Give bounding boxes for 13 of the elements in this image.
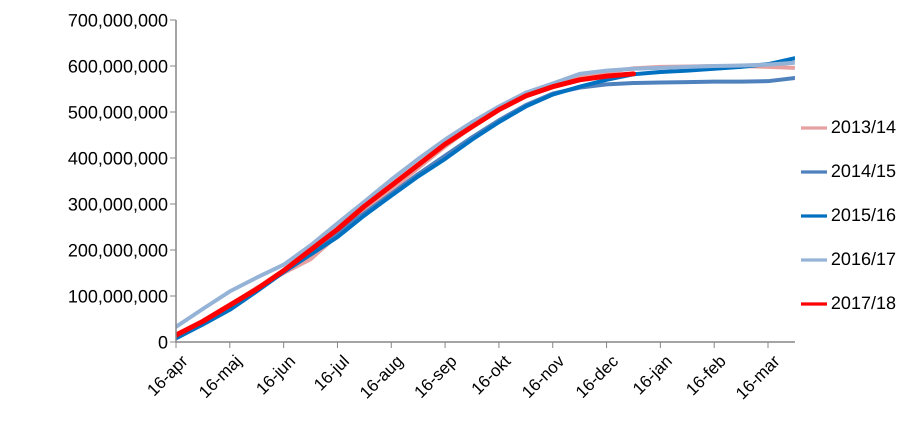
legend-label: 2017/18 [830,293,896,313]
y-tick-label: 400,000,000 [68,148,168,168]
y-tick-label: 500,000,000 [68,102,168,122]
y-tick-label: 200,000,000 [68,240,168,260]
legend-label: 2014/15 [830,161,896,181]
legend-label: 2015/16 [830,205,896,225]
y-tick-label: 100,000,000 [68,286,168,306]
y-tick-label: 600,000,000 [68,56,168,76]
y-tick-label: 0 [158,332,168,352]
legend-label: 2013/14 [830,117,896,137]
legend-label: 2016/17 [830,249,896,269]
y-tick-label: 300,000,000 [68,194,168,214]
y-tick-label: 700,000,000 [68,10,168,30]
